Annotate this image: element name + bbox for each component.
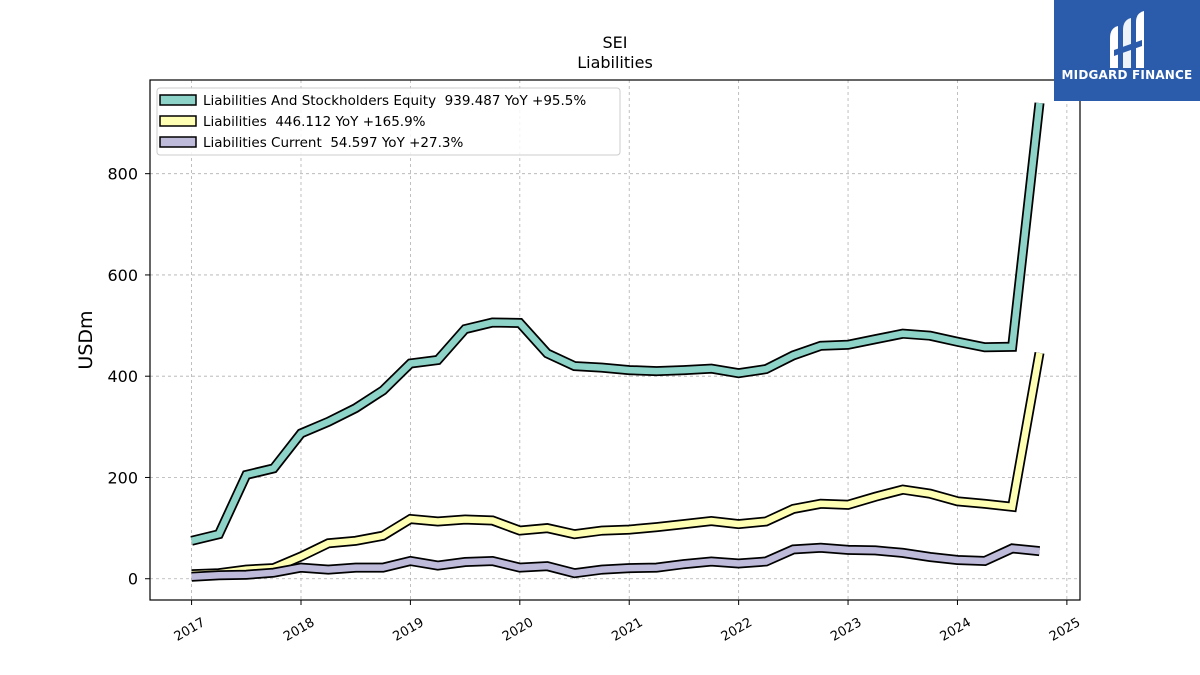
y-tick-label: 600 xyxy=(107,266,138,285)
y-tick-label: 0 xyxy=(128,570,138,589)
y-axis: 0 200 400 600 800 xyxy=(107,165,150,589)
legend-swatch xyxy=(159,115,197,127)
legend-label: Liabilities And Stockholders Equity 939.… xyxy=(203,93,586,109)
plot-frame xyxy=(149,79,1081,601)
y-tick-label: 800 xyxy=(107,165,138,184)
series-line xyxy=(191,352,1043,578)
series-2 xyxy=(191,352,1045,580)
logo-mark-icon xyxy=(1110,11,1144,68)
y-tick-label: 400 xyxy=(107,367,138,386)
series-line xyxy=(191,544,1040,580)
legend-label: Liabilities Current 54.597 YoY +27.3% xyxy=(203,135,463,151)
series-line xyxy=(190,102,1043,544)
logo-text: MIDGARD FINANCE xyxy=(1061,68,1193,82)
legend-swatch xyxy=(159,94,197,106)
legend-box xyxy=(156,87,621,156)
legend: Liabilities And Stockholders Equity 939.… xyxy=(156,87,621,156)
series-layer xyxy=(190,102,1045,582)
series-1 xyxy=(190,102,1045,546)
legend-label: Liabilities 446.112 YoY +165.9% xyxy=(203,114,426,130)
brand-logo: MIDGARD FINANCE xyxy=(1054,0,1200,101)
chart-title: SEI xyxy=(603,33,628,52)
y-axis-label: USDm xyxy=(75,310,97,369)
y-tick-label: 200 xyxy=(107,468,138,487)
legend-swatch xyxy=(159,136,197,148)
chart-subtitle: Liabilities xyxy=(577,53,653,72)
series-3 xyxy=(191,542,1040,582)
